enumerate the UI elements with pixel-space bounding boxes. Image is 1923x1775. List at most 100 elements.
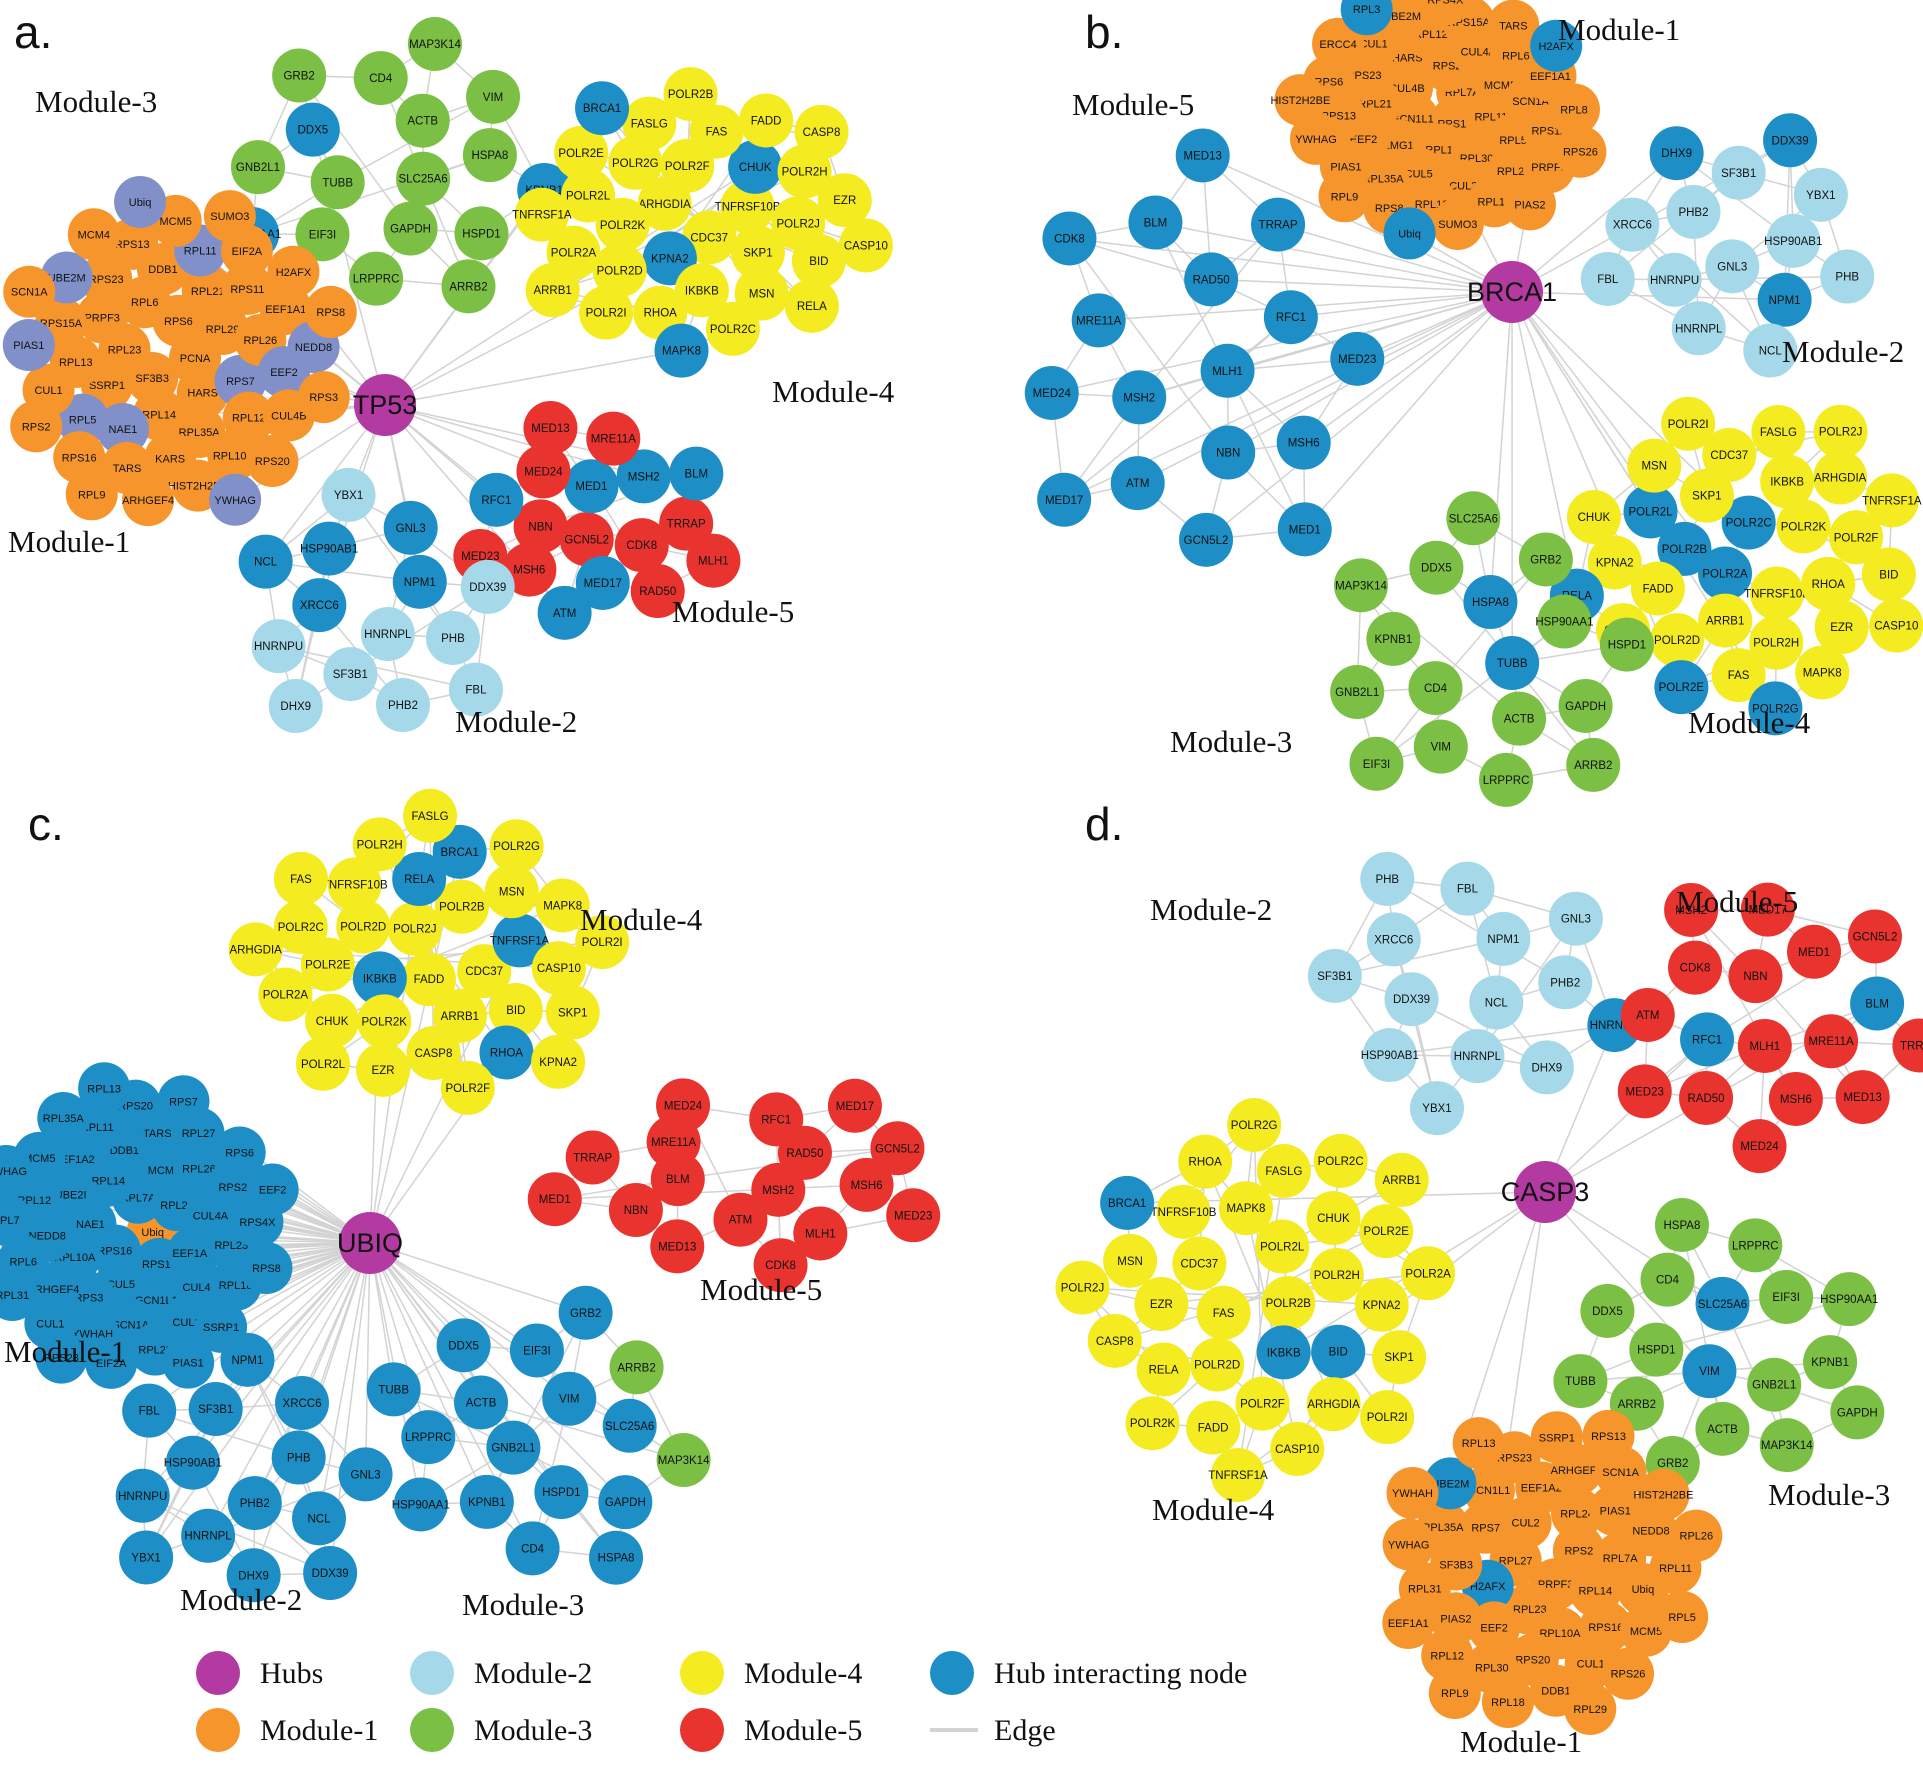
node-YBX1[interactable] [1793, 167, 1848, 222]
node-NPM1[interactable] [1757, 272, 1812, 327]
node-ARRB1[interactable] [1698, 593, 1753, 648]
node-MED17[interactable] [575, 555, 630, 610]
node-EIF3I[interactable] [1759, 1269, 1814, 1324]
node-SKP1[interactable] [545, 985, 600, 1040]
node-POLR2B[interactable] [1261, 1275, 1316, 1330]
node-POLR2C[interactable] [705, 301, 760, 356]
node-DDX39[interactable] [1384, 972, 1439, 1027]
node-MED1[interactable] [1787, 924, 1842, 979]
node-HIST2H2BE[interactable] [1274, 74, 1327, 127]
node-MLH1[interactable] [1737, 1018, 1792, 1073]
node-RPS2[interactable] [10, 400, 63, 453]
node-PHB[interactable] [425, 610, 480, 665]
node-PHB[interactable] [271, 1430, 326, 1485]
node-SKP1[interactable] [1679, 468, 1734, 523]
node-MSH2[interactable] [1664, 882, 1719, 937]
node-CD4[interactable] [353, 51, 408, 106]
node-ERCC4[interactable] [1312, 17, 1365, 70]
node-RPL9[interactable] [1318, 170, 1371, 223]
node-PIAS1[interactable] [162, 1336, 215, 1389]
node-BID[interactable] [791, 233, 846, 288]
node-CHUK[interactable] [1566, 490, 1621, 545]
node-GNL3[interactable] [1705, 239, 1760, 294]
node-TRRAP[interactable] [565, 1130, 620, 1185]
node-NBN[interactable] [1728, 949, 1783, 1004]
node-MSN[interactable] [1103, 1233, 1158, 1288]
node-PHB[interactable] [1820, 249, 1875, 304]
node-CASP8[interactable] [794, 104, 849, 159]
node-TUBB[interactable] [366, 1362, 421, 1417]
node-MAPK8[interactable] [1218, 1181, 1273, 1236]
node-HSP90AB1[interactable] [165, 1435, 220, 1490]
node-ACTB[interactable] [454, 1375, 509, 1430]
node-FAS[interactable] [689, 104, 744, 159]
node-NBN[interactable] [1201, 425, 1256, 480]
node-RPL10A[interactable] [207, 429, 260, 482]
node-NCL[interactable] [292, 1491, 347, 1546]
node-RELA[interactable] [1136, 1342, 1191, 1397]
node-GAPDH[interactable] [598, 1475, 653, 1530]
node-Ubiq[interactable] [114, 175, 167, 228]
node-POLR2L[interactable] [561, 168, 616, 223]
node-SLC25A6[interactable] [1446, 491, 1501, 546]
node-FASLG[interactable] [622, 96, 677, 151]
node-YBX1[interactable] [119, 1530, 174, 1585]
node-POLR2D[interactable] [1650, 613, 1705, 668]
node-KPNA2[interactable] [1587, 535, 1642, 590]
node-RPL9[interactable] [65, 468, 118, 521]
node-RPL8[interactable] [1547, 83, 1600, 136]
node-CASP8[interactable] [406, 1026, 461, 1081]
node-RPS26[interactable] [1554, 125, 1607, 178]
node-MAP3K14[interactable] [1759, 1418, 1814, 1473]
node-RPS11[interactable] [221, 262, 274, 315]
node-VIM[interactable] [1682, 1344, 1737, 1399]
node-RPL5[interactable] [1656, 1590, 1709, 1643]
node-EZR[interactable] [817, 173, 872, 228]
node-POLR2G[interactable] [1748, 681, 1803, 736]
node-POLR2A[interactable] [258, 967, 313, 1022]
node-HNRNPU[interactable] [115, 1468, 170, 1523]
node-DDX5[interactable] [1409, 540, 1464, 595]
node-RELA[interactable] [392, 852, 447, 907]
node-CDK8[interactable] [753, 1238, 808, 1293]
node-PIAS1[interactable] [2, 319, 55, 372]
node-HNRNPL[interactable] [360, 607, 415, 662]
node-POLR2J[interactable] [1813, 404, 1868, 459]
node-RPS3[interactable] [297, 371, 350, 424]
node-PRPF3[interactable] [76, 291, 129, 344]
node-H2AFX[interactable] [1530, 19, 1583, 72]
node-POLR2C[interactable] [1313, 1133, 1368, 1188]
node-ARRB2[interactable] [441, 259, 496, 314]
node-NBN[interactable] [513, 499, 568, 554]
node-LRPPRC[interactable] [401, 1410, 456, 1465]
node-HSPD1[interactable] [1629, 1322, 1684, 1377]
node-RHOA[interactable] [1178, 1134, 1233, 1189]
node-SLC25A6[interactable] [1695, 1276, 1750, 1331]
node-ARRB1[interactable] [1374, 1152, 1429, 1207]
node-BRCA1[interactable] [1100, 1175, 1155, 1230]
node-HSPA8[interactable] [462, 128, 517, 183]
node-DDX39[interactable] [303, 1546, 358, 1601]
node-Ubiq[interactable] [1383, 207, 1436, 260]
node-POLR2I[interactable] [575, 915, 630, 970]
node-H2AFX[interactable] [267, 245, 320, 298]
node-ARRB1[interactable] [525, 263, 580, 318]
node-NBN[interactable] [608, 1183, 663, 1238]
node-RPS7[interactable] [157, 1075, 210, 1128]
node-ARRB2[interactable] [609, 1340, 664, 1395]
node-CDK8[interactable] [614, 518, 669, 573]
node-XRCC6[interactable] [1366, 912, 1421, 967]
node-RPS8[interactable] [240, 1242, 293, 1295]
node-KPNB1[interactable] [1366, 611, 1421, 666]
node-RPS7[interactable] [1459, 1501, 1512, 1554]
node-IKBKB[interactable] [674, 263, 729, 318]
node-ACTB[interactable] [1492, 691, 1547, 746]
node-TRRAP[interactable] [1251, 197, 1306, 252]
node-RHOA[interactable] [1801, 556, 1856, 611]
node-ARRB2[interactable] [1566, 737, 1621, 792]
node-MRE11A[interactable] [586, 411, 641, 466]
node-RPL3[interactable] [1340, 0, 1393, 36]
node-POLR2D[interactable] [336, 899, 391, 954]
node-SF3B1[interactable] [1307, 948, 1362, 1003]
node-KPNB1[interactable] [1803, 1335, 1858, 1390]
